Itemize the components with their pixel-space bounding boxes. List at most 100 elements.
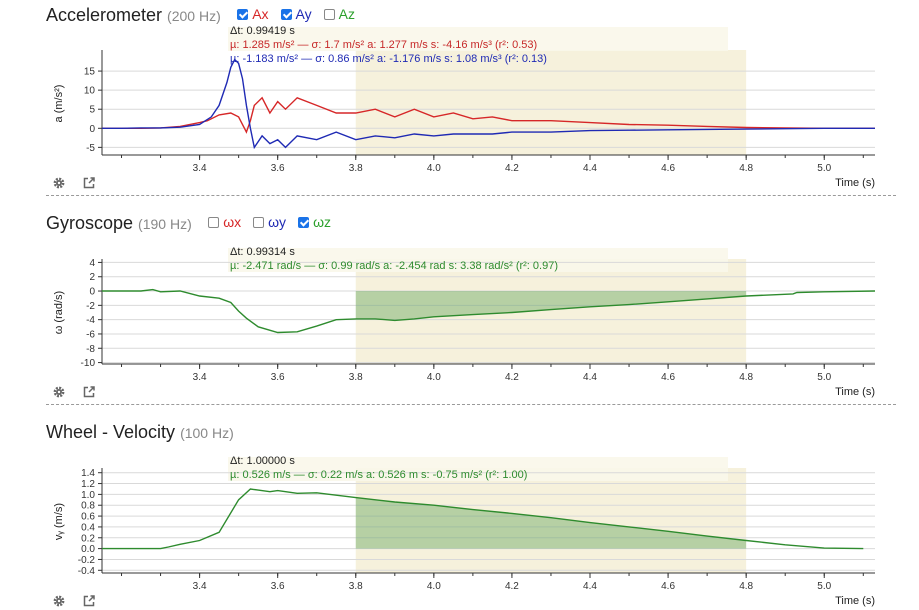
- x-axis-title: Time (s): [835, 595, 875, 607]
- y-tick-label: 0: [89, 287, 95, 298]
- y-axis-title: vᵧ (m/s): [53, 503, 65, 540]
- stats-backdrop: [228, 27, 728, 51]
- checkbox-ωz[interactable]: ωz: [298, 214, 331, 230]
- y-axis-title: ω (rad/s): [53, 291, 65, 334]
- y-tick-label: -2: [86, 301, 95, 312]
- checkbox-ωy[interactable]: ωy: [253, 214, 286, 230]
- series-area: [355, 291, 747, 321]
- selection-range: [355, 468, 747, 573]
- x-tick-label: 4.0: [427, 372, 441, 383]
- x-tick-label: 4.4: [583, 372, 597, 383]
- x-tick-label: 3.6: [271, 163, 285, 174]
- y-tick-label: 1.4: [81, 468, 95, 479]
- checkbox-box[interactable]: [280, 9, 292, 20]
- x-tick-label: 4.2: [505, 372, 519, 383]
- checkbox-Az[interactable]: Az: [323, 6, 355, 22]
- accelerometer-chart[interactable]: -5 0 5 10 15 3.4 3.6 3.8 4.0 4.2 4.4 4.6 4.8 5.0 a (m/…: [0, 0, 919, 200]
- y-tick-label: -0.2: [78, 555, 96, 566]
- checkbox-ωx[interactable]: ωx: [208, 214, 241, 230]
- x-tick-label: 4.2: [505, 581, 519, 592]
- x-axis-title: Time (s): [835, 177, 875, 189]
- checkbox-box[interactable]: [208, 217, 220, 228]
- gear-icon[interactable]: [52, 594, 66, 608]
- gear-icon[interactable]: [52, 385, 66, 399]
- export-icon[interactable]: [82, 594, 96, 608]
- panel-title: Gyroscope (190 Hz) ωx ωy ωz: [46, 213, 331, 234]
- chart-tools: [52, 592, 108, 610]
- x-tick-label: 3.6: [271, 372, 285, 383]
- x-tick-label: 3.6: [271, 581, 285, 592]
- panel-title-name: Accelerometer: [46, 5, 163, 25]
- y-tick-label: 4: [89, 258, 95, 269]
- y-axis-title: a (m/s²): [53, 85, 65, 123]
- chart-tools: [52, 383, 108, 401]
- checkbox-label: ωz: [313, 214, 331, 230]
- x-axis-title: Time (s): [835, 386, 875, 398]
- stats-backdrop: [228, 457, 728, 481]
- panel-title-name: Gyroscope: [46, 213, 134, 233]
- checkbox-box[interactable]: [237, 9, 249, 20]
- y-tick-label: -10: [81, 358, 96, 369]
- x-tick-label: 3.8: [349, 581, 363, 592]
- checkbox-Ay[interactable]: Ay: [280, 6, 312, 22]
- chart-tools: [52, 174, 108, 192]
- checkbox-Ax[interactable]: Ax: [237, 6, 269, 22]
- x-tick-label: 3.8: [349, 163, 363, 174]
- panel-title: Wheel - Velocity (100 Hz): [46, 422, 234, 443]
- series-area: [355, 497, 747, 549]
- x-tick-label: 4.2: [505, 163, 519, 174]
- y-tick-label: 0.2: [81, 533, 95, 544]
- panel-divider: [46, 195, 896, 196]
- y-tick-label: 0.6: [81, 512, 95, 523]
- checkbox-label: Ax: [252, 6, 269, 22]
- stats-line: µ: -2.471 rad/s — σ: 0.99 rad/s a: -2.45…: [230, 260, 558, 272]
- gear-icon[interactable]: [52, 176, 66, 190]
- stats-line: µ: -1.183 m/s² — σ: 0.86 m/s² a: -1.176 …: [230, 53, 547, 65]
- y-tick-label: -4: [86, 315, 95, 326]
- panel-title-name: Wheel - Velocity: [46, 422, 176, 442]
- x-tick-label: 5.0: [817, 581, 831, 592]
- panel-title: Accelerometer (200 Hz) Ax Ay Az: [46, 5, 355, 26]
- x-tick-label: 4.6: [661, 581, 675, 592]
- x-tick-label: 5.0: [817, 372, 831, 383]
- y-tick-label: 0.4: [81, 522, 95, 533]
- stats-line: µ: 1.285 m/s² — σ: 1.7 m/s² a: 1.277 m/s…: [230, 39, 537, 51]
- panel-sample-rate: (190 Hz): [138, 216, 192, 232]
- checkbox-label: Az: [338, 6, 355, 22]
- y-tick-label: 15: [84, 67, 96, 78]
- y-tick-label: 0.0: [81, 544, 95, 555]
- x-tick-label: 4.4: [583, 163, 597, 174]
- x-tick-label: 3.4: [193, 163, 207, 174]
- y-tick-label: -6: [86, 329, 95, 340]
- checkbox-label: ωy: [268, 214, 287, 230]
- x-tick-label: 4.4: [583, 581, 597, 592]
- y-tick-label: 0.8: [81, 501, 95, 512]
- x-tick-label: 3.8: [349, 372, 363, 383]
- checkbox-label: Ay: [295, 6, 312, 22]
- x-tick-label: 4.0: [427, 581, 441, 592]
- checkbox-box[interactable]: [323, 9, 335, 20]
- checkbox-box[interactable]: [298, 217, 310, 228]
- x-tick-label: 3.4: [193, 372, 207, 383]
- wheel-velocity-chart[interactable]: -0.4-0.20.00.20.40.60.81.01.21.4 3.4 3.6 3.…: [0, 418, 919, 609]
- selection-range: [355, 50, 747, 155]
- series-line-0: [102, 288, 876, 334]
- y-tick-label: 10: [84, 86, 96, 97]
- series-line-1: [102, 58, 875, 150]
- export-icon[interactable]: [82, 176, 96, 190]
- y-tick-label: -0.4: [78, 566, 96, 577]
- y-tick-label: 5: [89, 105, 95, 116]
- export-icon[interactable]: [82, 385, 96, 399]
- series-line-0: [102, 488, 864, 550]
- stats-dt: Δt: 0.99419 s: [230, 25, 295, 37]
- x-tick-label: 4.6: [661, 163, 675, 174]
- y-tick-label: -8: [86, 344, 95, 355]
- x-tick-label: 4.0: [427, 163, 441, 174]
- panel-sample-rate: (100 Hz): [180, 425, 234, 441]
- gyroscope-chart[interactable]: -10 -8 -6 -4 -2 0 2 4 3.4 3.6 3.8 4.0 4.2 4.4 4.6 4.8 5.…: [0, 209, 919, 404]
- checkbox-label: ωx: [223, 214, 242, 230]
- x-tick-label: 4.6: [661, 372, 675, 383]
- checkbox-box[interactable]: [253, 217, 265, 228]
- x-tick-label: 3.4: [193, 581, 207, 592]
- stats-dt: Δt: 1.00000 s: [230, 455, 295, 467]
